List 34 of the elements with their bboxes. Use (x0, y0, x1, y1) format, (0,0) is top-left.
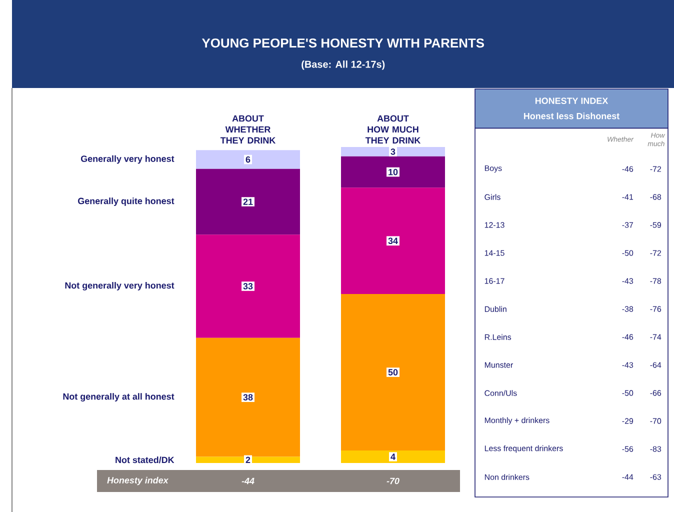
text: Honesty index (107, 476, 169, 485)
data-label: 4 (390, 453, 396, 460)
bar (196, 150, 300, 169)
chart-subtitle: (Base: All 12-17s) (302, 60, 385, 70)
data-label: 50 (388, 368, 398, 376)
bar (196, 456, 300, 463)
data-label: 2 (246, 456, 250, 463)
bar (341, 294, 446, 450)
x-tick-label: ABOUT WHETHER THEY DRINK (220, 115, 276, 144)
bar (341, 187, 446, 294)
text: Generally very honest (80, 155, 174, 164)
data-label: 33 (243, 282, 253, 290)
text: Not generally at all honest (63, 392, 174, 402)
bar (341, 450, 446, 463)
text: -44 (242, 478, 254, 484)
text: Generally quite honest (78, 197, 174, 206)
bar (196, 338, 300, 456)
bar (196, 234, 300, 338)
text: Honest less Dishonest (524, 112, 620, 119)
data-label: 21 (243, 198, 253, 205)
bar (196, 168, 300, 234)
text: Not generally very honest (65, 282, 174, 290)
bar (341, 156, 446, 188)
text: -70 (386, 478, 400, 484)
data-label: 10 (388, 168, 398, 175)
data-label: 3 (390, 148, 396, 155)
text: HONESTY INDEX (535, 97, 608, 104)
text: Not stated/DK (116, 456, 174, 463)
x-tick-label: ABOUT HOW MUCH THEY DRINK (365, 115, 421, 144)
bar (341, 146, 446, 156)
data-label: 38 (243, 394, 253, 400)
chart-title: YOUNG PEOPLE'S HONESTY WITH PARENTS (202, 38, 484, 48)
data-label: 6 (246, 156, 250, 162)
data-label: 34 (388, 237, 398, 244)
